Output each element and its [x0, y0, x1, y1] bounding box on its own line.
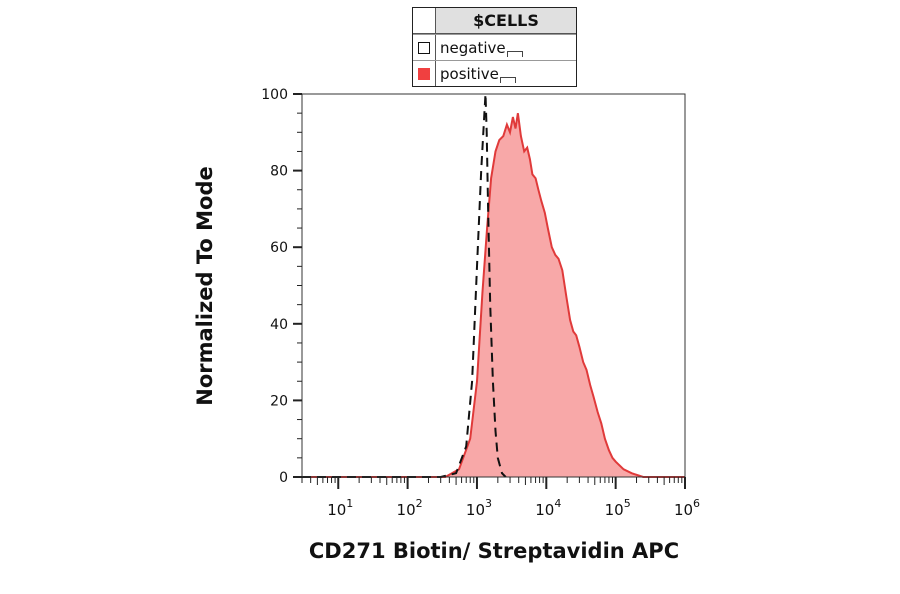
- x-tick-label: 101: [327, 497, 353, 519]
- legend-item-negative: negative: [413, 34, 576, 60]
- y-tick-label: 100: [261, 87, 288, 103]
- x-tick-label: 104: [535, 497, 561, 519]
- axes: 0 20 40 60 80 100 101 102 103 104 105 106: [261, 87, 700, 519]
- x-tick-label: 105: [605, 497, 631, 519]
- y-tick-label: 80: [270, 164, 288, 180]
- legend: $CELLS negative positive: [412, 7, 577, 87]
- y-tick-label: 40: [270, 317, 288, 333]
- legend-title: $CELLS: [436, 8, 576, 33]
- plot-area: [302, 93, 685, 478]
- series-positive-area: [302, 113, 685, 477]
- legend-swatch-cell: [413, 61, 436, 86]
- legend-label-positive: positive: [436, 65, 516, 83]
- legend-header: $CELLS: [413, 8, 576, 34]
- y-axis-label: Normalized To Mode: [193, 166, 217, 406]
- legend-item-positive: positive: [413, 60, 576, 86]
- legend-swatch-positive: [418, 67, 430, 80]
- legend-swatch-negative: [418, 41, 430, 54]
- y-tick-label: 20: [270, 393, 288, 409]
- x-tick-label: 102: [397, 497, 423, 519]
- x-tick-label: 103: [466, 497, 492, 519]
- series-positive-line: [302, 113, 685, 478]
- series-negative-line: [302, 93, 507, 478]
- y-tick-label: 60: [270, 240, 288, 256]
- y-tick-label: 0: [279, 470, 288, 486]
- x-axis-label: CD271 Biotin/ Streptavidin APC: [309, 539, 679, 563]
- legend-swatch-cell: [413, 35, 436, 60]
- legend-label-negative: negative: [436, 39, 523, 57]
- x-tick-label: 106: [674, 497, 700, 519]
- legend-gate-marker-icon: [499, 76, 516, 83]
- legend-corner: [413, 8, 436, 33]
- legend-gate-marker-icon: [506, 50, 523, 57]
